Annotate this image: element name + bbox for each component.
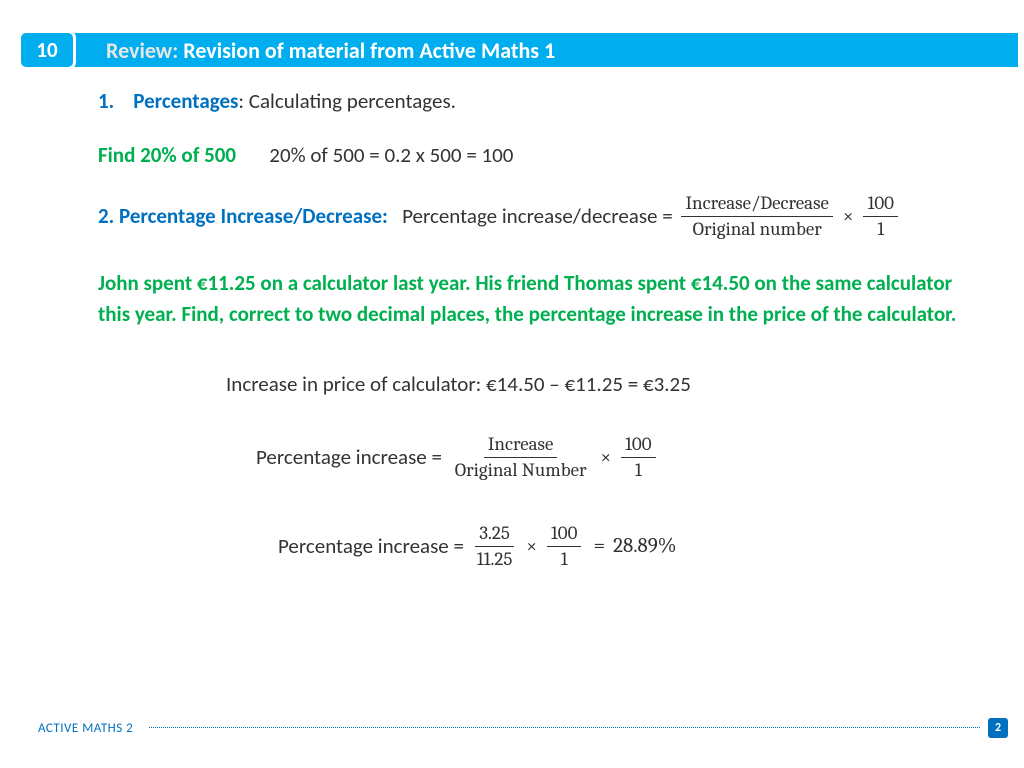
multiply-symbol: × xyxy=(595,443,618,472)
fraction-numerator: 100 xyxy=(621,434,656,458)
fraction-numerator: 100 xyxy=(547,523,582,547)
fraction-denominator: 1 xyxy=(557,547,572,570)
footer-book-label: ACTIVE MATHS 2 xyxy=(38,721,133,736)
section-1-title: Percentages xyxy=(133,88,238,114)
multiply-symbol: × xyxy=(520,532,543,561)
header-bar: 10 Review: Revision of material from Act… xyxy=(18,32,1018,68)
example-1-working: 20% of 500 = 0.2 x 500 = 100 xyxy=(269,142,513,168)
step-2-formula: Percentage increase = Increase Original … xyxy=(256,434,974,481)
page-number-box: 2 xyxy=(988,718,1008,738)
fraction-denominator: Original number xyxy=(689,217,826,240)
section-2-fraction-1: Increase/Decrease Original number xyxy=(681,193,832,240)
step-2-fraction-2: 100 1 xyxy=(621,434,656,481)
equals-symbol: = xyxy=(585,531,613,563)
footer: ACTIVE MATHS 2 2 xyxy=(38,718,1008,738)
section-1-heading: 1. Percentages: Calculating percentages. xyxy=(98,86,974,118)
footer-divider xyxy=(149,727,980,728)
step-3-fraction-2: 100 1 xyxy=(547,523,582,570)
chapter-number: 10 xyxy=(36,37,57,63)
step-3-lead: Percentage increase = xyxy=(278,531,464,563)
example-1-prompt: Find 20% of 500 xyxy=(98,142,236,168)
section-2-fraction-2: 100 1 xyxy=(863,193,898,240)
fraction-denominator: Original Number xyxy=(451,458,591,481)
step-3-formula: Percentage increase = 3.25 11.25 × 100 1… xyxy=(278,523,974,570)
fraction-denominator: 11.25 xyxy=(473,547,517,570)
fraction-denominator: 1 xyxy=(873,217,888,240)
content-area: 1. Percentages: Calculating percentages.… xyxy=(98,86,974,570)
step-2-fraction-1: Increase Original Number xyxy=(451,434,591,481)
section-1-number: 1. xyxy=(98,88,114,114)
section-1-desc: : Calculating percentages. xyxy=(238,88,456,114)
fraction-numerator: 100 xyxy=(863,193,898,217)
step-3-result: 28.89% xyxy=(613,531,676,563)
chapter-number-box: 10 xyxy=(18,30,76,70)
step-2-lead: Percentage increase = xyxy=(256,442,442,474)
fraction-numerator: Increase xyxy=(484,434,558,458)
fraction-numerator: 3.25 xyxy=(475,523,514,547)
step-1-text: Increase in price of calculator: €14.50 … xyxy=(226,369,974,401)
review-label: Review: xyxy=(106,37,178,64)
slide-title: Revision of material from Active Maths 1 xyxy=(183,37,555,64)
fraction-denominator: 1 xyxy=(631,458,646,481)
page-number: 2 xyxy=(995,721,1001,735)
fraction-numerator: Increase/Decrease xyxy=(681,193,832,217)
section-2-heading: 2. Percentage Increase/Decrease: xyxy=(98,201,388,233)
step-3-fraction-1: 3.25 11.25 xyxy=(473,523,517,570)
worked-problem-text: John spent €11.25 on a calculator last y… xyxy=(98,268,974,331)
section-2-lead: Percentage increase/decrease = xyxy=(402,201,673,233)
section-2-row: 2. Percentage Increase/Decrease: Percent… xyxy=(98,193,974,240)
example-1: Find 20% of 500 20% of 500 = 0.2 x 500 =… xyxy=(98,140,974,172)
title-bar: Review: Revision of material from Active… xyxy=(72,33,1018,67)
multiply-symbol: × xyxy=(837,202,860,231)
